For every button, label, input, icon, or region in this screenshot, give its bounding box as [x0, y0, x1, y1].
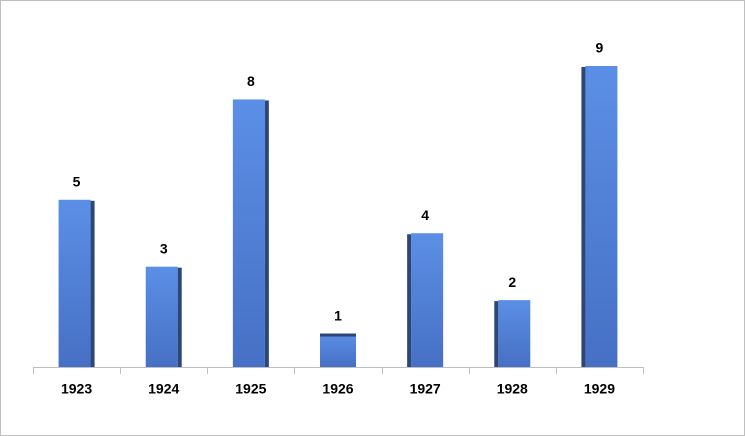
bar-face: [411, 233, 444, 367]
bar-face: [320, 333, 356, 367]
bar-face: [581, 67, 586, 367]
bar: [581, 66, 618, 367]
bar: [494, 300, 531, 367]
data-label: 9: [596, 40, 604, 56]
bar-face: [407, 234, 412, 367]
x-tick-label: 1925: [235, 381, 266, 397]
data-label: 2: [508, 274, 516, 290]
bar-face: [264, 100, 269, 367]
bar-face: [58, 199, 91, 367]
bar: [320, 333, 356, 367]
x-tick-label: 1929: [584, 381, 615, 397]
data-label: 3: [160, 240, 168, 256]
x-tick-label: 1927: [410, 381, 441, 397]
x-tick-label: 1923: [61, 381, 92, 397]
bar-face: [585, 66, 618, 367]
bar-face: [90, 200, 95, 367]
bar-face: [494, 301, 499, 367]
data-label: 8: [247, 73, 255, 89]
x-tick-label: 1926: [322, 381, 353, 397]
bar-face: [320, 333, 356, 337]
bar-face: [498, 300, 531, 367]
bar: [232, 99, 269, 367]
bar: [145, 266, 182, 367]
bar-face: [145, 266, 178, 367]
data-label: 1: [334, 307, 342, 323]
bar: [407, 233, 444, 367]
x-tick-label: 1928: [497, 381, 528, 397]
data-label: 5: [73, 173, 81, 189]
bar-face: [232, 99, 265, 367]
data-label: 4: [421, 207, 429, 223]
bar: [58, 199, 95, 367]
x-tick-label: 1924: [148, 381, 179, 397]
bar-face: [177, 267, 182, 367]
